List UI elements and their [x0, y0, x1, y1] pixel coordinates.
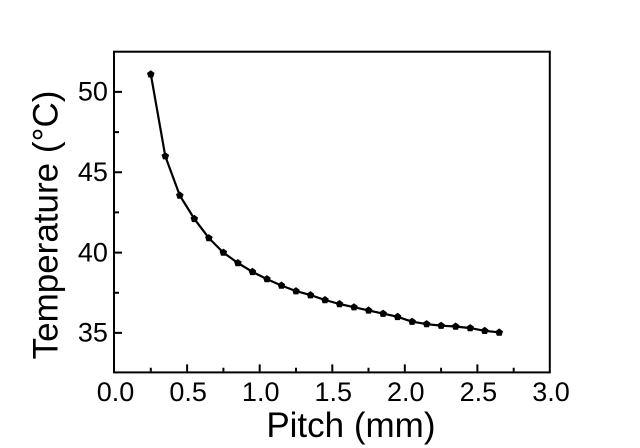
svg-text:35: 35 — [78, 318, 108, 348]
svg-text:2.5: 2.5 — [460, 377, 498, 407]
svg-text:1.5: 1.5 — [315, 377, 353, 407]
svg-text:45: 45 — [78, 157, 108, 187]
svg-text:40: 40 — [78, 237, 108, 267]
svg-text:Temperature (°C): Temperature (°C) — [27, 91, 66, 360]
svg-text:50: 50 — [78, 77, 108, 107]
svg-text:3.0: 3.0 — [532, 377, 570, 407]
svg-text:0.0: 0.0 — [97, 377, 135, 407]
svg-text:2.0: 2.0 — [387, 377, 425, 407]
svg-text:Pitch (mm): Pitch (mm) — [266, 406, 435, 445]
svg-text:0.5: 0.5 — [169, 377, 207, 407]
svg-text:1.0: 1.0 — [242, 377, 280, 407]
